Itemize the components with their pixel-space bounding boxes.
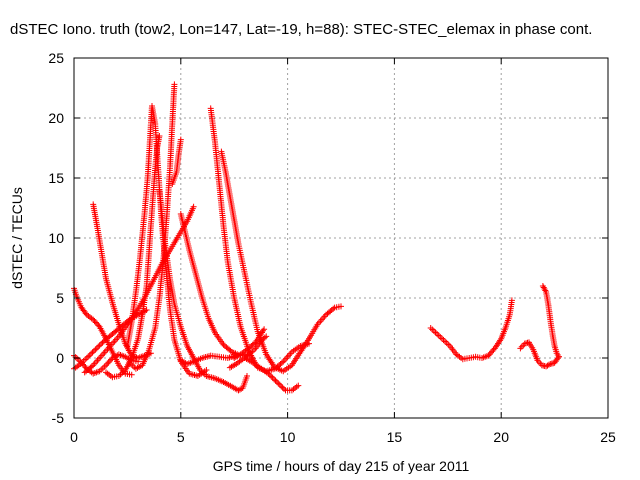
data-point bbox=[555, 353, 562, 360]
data-point bbox=[338, 303, 344, 310]
y-tick-label: 20 bbox=[48, 110, 64, 126]
data-point bbox=[190, 203, 197, 210]
data-series bbox=[226, 333, 270, 371]
data-point bbox=[156, 133, 163, 139]
data-point bbox=[92, 346, 99, 353]
data-point bbox=[269, 374, 276, 381]
data-point bbox=[265, 370, 272, 377]
data-point bbox=[279, 384, 286, 391]
data-point bbox=[95, 322, 102, 329]
data-point bbox=[88, 363, 95, 370]
data-point bbox=[143, 307, 150, 313]
data-point bbox=[271, 376, 278, 383]
data-point bbox=[272, 377, 279, 384]
data-point bbox=[90, 316, 97, 323]
data-point bbox=[95, 343, 102, 350]
data-point bbox=[96, 342, 103, 349]
data-series bbox=[156, 187, 250, 394]
x-tick-label: 0 bbox=[70, 429, 78, 445]
data-point bbox=[487, 349, 494, 356]
data-series bbox=[177, 352, 240, 367]
data-point bbox=[99, 339, 106, 346]
data-point bbox=[92, 319, 99, 326]
series-layer bbox=[71, 81, 562, 394]
data-point bbox=[261, 326, 268, 333]
data-series bbox=[427, 297, 515, 363]
data-series bbox=[71, 351, 142, 377]
data-point bbox=[276, 381, 283, 388]
y-tick-label: 25 bbox=[48, 50, 64, 66]
data-point bbox=[244, 373, 250, 379]
data-point bbox=[86, 352, 93, 359]
data-series bbox=[218, 148, 344, 375]
data-point bbox=[278, 359, 285, 366]
data-series bbox=[241, 355, 302, 394]
x-tick-label: 25 bbox=[600, 429, 616, 445]
axis-ticks: 0 5 10 15 20 25 -5 0 5 10 15 20 25 bbox=[48, 50, 616, 445]
data-point bbox=[98, 341, 105, 347]
data-point bbox=[427, 325, 434, 331]
data-series bbox=[169, 136, 184, 187]
y-tick-label: 5 bbox=[56, 290, 64, 306]
data-point bbox=[266, 372, 273, 378]
chart-title: dSTEC Iono. truth (tow2, Lon=147, Lat=-1… bbox=[10, 21, 592, 38]
y-tick-label: 10 bbox=[48, 230, 64, 246]
grid bbox=[74, 58, 608, 418]
data-point bbox=[82, 310, 89, 317]
data-series bbox=[231, 326, 268, 361]
data-point bbox=[83, 355, 90, 361]
data-series bbox=[207, 105, 312, 375]
data-point bbox=[203, 367, 210, 373]
data-point bbox=[278, 383, 285, 390]
data-point bbox=[295, 382, 302, 389]
data-series bbox=[539, 283, 562, 360]
data-point bbox=[545, 361, 552, 368]
y-tick-label: 15 bbox=[48, 170, 64, 186]
data-point bbox=[330, 305, 337, 312]
data-point bbox=[273, 379, 280, 385]
data-point bbox=[263, 333, 270, 340]
x-tick-label: 5 bbox=[177, 429, 185, 445]
data-series bbox=[81, 203, 197, 376]
data-point bbox=[85, 353, 92, 360]
data-point bbox=[88, 350, 95, 357]
data-point bbox=[93, 345, 100, 352]
x-tick-label: 20 bbox=[493, 429, 509, 445]
data-point bbox=[268, 373, 275, 380]
data-point bbox=[281, 386, 287, 392]
data-series bbox=[517, 339, 562, 370]
x-axis-label: GPS time / hours of day 215 of year 2011 bbox=[213, 458, 470, 474]
data-point bbox=[261, 334, 268, 341]
data-point bbox=[89, 349, 96, 356]
x-tick-label: 15 bbox=[387, 429, 403, 445]
y-axis-label: dSTEC / TECUs bbox=[9, 187, 25, 289]
y-tick-label: 0 bbox=[56, 350, 64, 366]
data-point bbox=[171, 81, 178, 88]
x-tick-label: 10 bbox=[280, 429, 296, 445]
data-point bbox=[105, 359, 112, 366]
data-point bbox=[90, 348, 97, 354]
data-point bbox=[275, 380, 282, 387]
y-tick-label: -5 bbox=[52, 410, 65, 426]
data-point bbox=[177, 136, 184, 143]
data-point bbox=[508, 297, 515, 304]
data-point bbox=[128, 371, 135, 378]
data-point bbox=[103, 362, 109, 369]
